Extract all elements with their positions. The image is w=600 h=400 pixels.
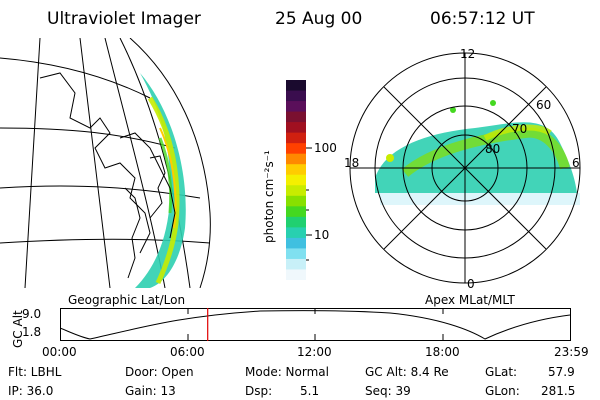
date-label: 25 Aug 00: [275, 9, 363, 29]
mlat-label-80: 80: [485, 142, 500, 156]
colorbar-swatch: [286, 216, 306, 228]
mlat-label-60: 60: [536, 98, 551, 112]
mlt-label-18: 18: [344, 156, 359, 170]
colorbar-swatch: [286, 111, 306, 123]
colorbar-swatch: [286, 248, 306, 260]
dsp-value: 5.1: [300, 384, 320, 398]
colorbar-swatch: [286, 174, 306, 186]
altitude-plot: [60, 308, 571, 341]
colorbar-swatch: [286, 185, 306, 197]
longitude-line: [104, 38, 166, 288]
alt-x-tick-2359: 23:59: [554, 345, 589, 359]
mlt-label-12: 12: [460, 47, 475, 61]
longitude-line: [24, 38, 41, 288]
gc-alt-info: GC Alt: 8.4 Re: [365, 365, 449, 379]
latitude-line: [0, 57, 151, 99]
colorbar-swatch: [286, 143, 306, 155]
alt-x-tick-1800: 18:00: [425, 345, 460, 359]
colorbar-swatch: [286, 164, 306, 176]
alt-x-tick-0600: 06:00: [170, 345, 205, 359]
longitude-line: [79, 38, 111, 288]
alt-tick-low: 1.8: [22, 325, 42, 339]
geographic-map: [0, 38, 211, 288]
mlat-label-70: 70: [512, 122, 527, 136]
filter-info: Flt: LBHL: [8, 365, 62, 379]
colorbar-swatch: [286, 206, 306, 218]
colorbar-swatch: [286, 237, 306, 249]
colorbar-swatch: [286, 227, 306, 239]
instrument-title: Ultraviolet Imager: [47, 9, 201, 29]
colorbar-tick-10: 10: [314, 228, 329, 242]
colorbar-swatch: [286, 258, 306, 270]
globe-limb: [129, 38, 211, 288]
colorbar-axis: 100 10: [306, 141, 337, 261]
latitude-line: [0, 238, 211, 244]
colorbar-swatch: [286, 153, 306, 165]
polar-plot: 12 18 6 0 60 70 80: [344, 47, 581, 290]
polar-panel-label: Apex MLat/MLT: [425, 293, 515, 307]
colorbar-swatch: [286, 132, 306, 144]
colorbar-gradient: [286, 80, 306, 281]
mlt-label-6: 6: [572, 156, 580, 170]
mode-info: Mode: Normal: [245, 365, 329, 379]
colorbar-swatch: [286, 269, 306, 281]
time-label: 06:57:12 UT: [430, 9, 535, 29]
colorbar-swatch: [286, 80, 306, 92]
colorbar-swatch: [286, 122, 306, 134]
seq-info: Seq: 39: [365, 384, 411, 398]
glon-label: GLon:: [485, 384, 520, 398]
dsp-label: Dsp:: [245, 384, 273, 398]
longitude-line: [119, 38, 191, 288]
latitude-line: [0, 127, 176, 149]
door-info: Door: Open: [125, 365, 194, 379]
colorbar: [286, 80, 306, 281]
colorbar-swatch: [286, 101, 306, 113]
colorbar-unit-label: photon cm⁻²s⁻¹: [262, 150, 276, 243]
gain-info: Gain: 13: [125, 384, 176, 398]
glon-value: 281.5: [541, 384, 576, 398]
colorbar-swatch: [286, 195, 306, 207]
colorbar-swatch: [286, 90, 306, 102]
glat-value: 57.9: [548, 365, 575, 379]
alt-x-tick-1200: 12:00: [297, 345, 332, 359]
mlt-label-0: 0: [467, 277, 475, 290]
alt-tick-high: 9.0: [22, 307, 42, 321]
ip-info: IP: 36.0: [8, 384, 54, 398]
colorbar-tick-100: 100: [314, 141, 337, 155]
altitude-curve: [60, 310, 571, 340]
glat-label: GLat:: [485, 365, 518, 379]
alt-x-tick-0000: 00:00: [42, 345, 77, 359]
geo-panel-label: Geographic Lat/Lon: [68, 293, 186, 307]
